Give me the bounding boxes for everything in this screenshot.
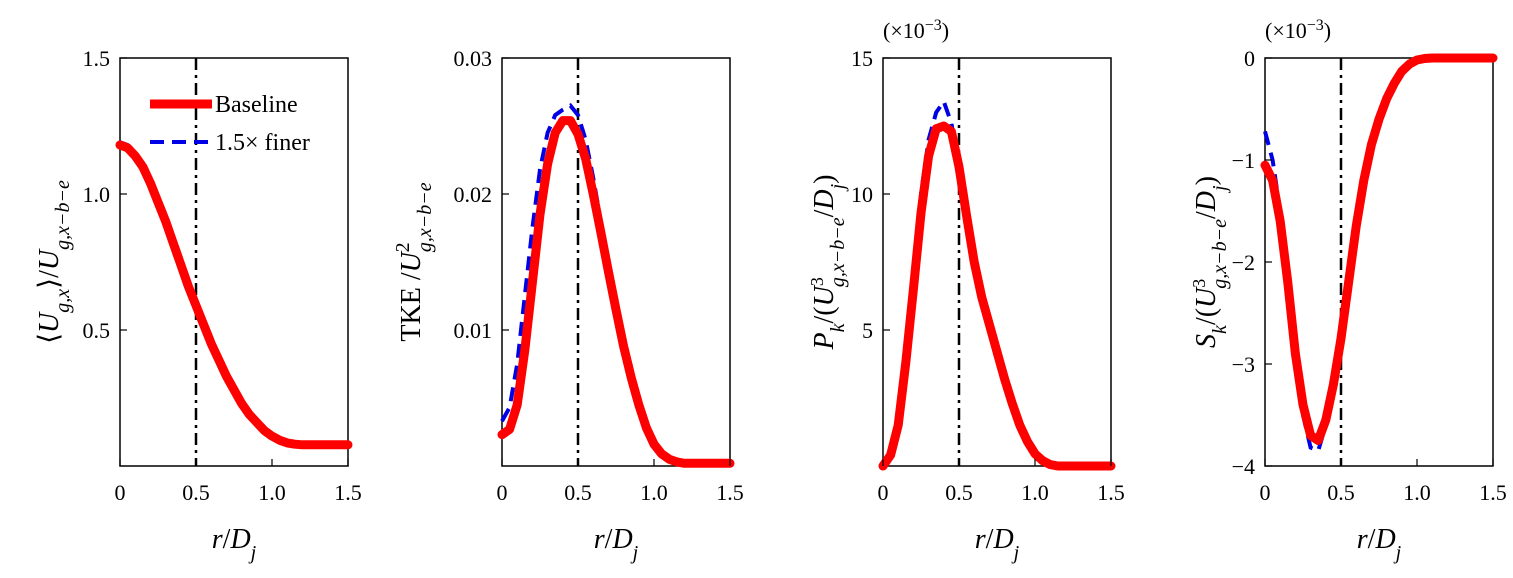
y-axis-label: TKE /Ug,x−b−e2 xyxy=(392,182,436,341)
plot-frame xyxy=(119,57,349,467)
panel-3: 0 0.5 1.0 1.5 5 10 15 (×10−3) r/Dj Pk/(U3g,x−… xyxy=(807,17,1125,565)
x-tick-label: 1.0 xyxy=(258,480,286,505)
y-tick-label: 5 xyxy=(862,318,873,343)
panel-4: 0 0.5 1.0 1.5 −4 −3 −2 −1 0 (×10−3) r/Dj Sk/(U3… xyxy=(1189,17,1507,565)
series-line-baseline xyxy=(497,116,735,468)
x-tick-label: 0 xyxy=(1260,480,1271,505)
y-ticks: −4 −3 −2 −1 0 xyxy=(1232,46,1272,479)
x-tick-label: 0.5 xyxy=(564,480,592,505)
x-axis-label: r/Dj xyxy=(1357,524,1402,564)
x-tick-label: 1.0 xyxy=(1403,480,1431,505)
x-tick-label: 0.5 xyxy=(1327,480,1355,505)
y-tick-label: −3 xyxy=(1232,352,1255,377)
legend: Baseline 1.5× finer xyxy=(150,92,310,156)
panel-2: 0 0.5 1.0 1.5 0.01 0.02 0.03 r/Dj TKE /Ug,x−b… xyxy=(392,46,744,564)
x-tick-label: 0 xyxy=(115,480,126,505)
x-tick-label: 0.5 xyxy=(945,480,973,505)
y-tick-label: −4 xyxy=(1232,454,1255,479)
x-ticks: 0 0.5 1.0 1.5 xyxy=(115,459,362,505)
y-tick-label: 0.03 xyxy=(454,46,493,71)
x-tick-label: 1.5 xyxy=(1479,480,1507,505)
series-line-baseline xyxy=(878,121,1116,471)
x-tick-label: 1.5 xyxy=(716,480,744,505)
legend-label-finer: 1.5× finer xyxy=(215,130,310,156)
scale-multiplier: (×10−3) xyxy=(883,17,949,44)
y-tick-label: 1.5 xyxy=(83,46,111,71)
series-line-baseline xyxy=(115,140,353,450)
x-tick-label: 1.0 xyxy=(1021,480,1049,505)
y-axis-label: Sk/(U3g,x−b−e/Dj) xyxy=(1189,176,1231,348)
x-tick-label: 0 xyxy=(878,480,889,505)
x-tick-label: 0 xyxy=(497,480,508,505)
x-axis-label: r/Dj xyxy=(212,524,257,564)
y-axis-label: Pk/(U3g,x−b−e/Dj) xyxy=(807,175,849,351)
y-tick-label: −2 xyxy=(1232,250,1255,275)
panel-1: 0 0.5 1.0 1.5 0.5 1.0 1.5 Baseline 1.5× finer… xyxy=(34,46,362,564)
x-axis-label: r/Dj xyxy=(594,524,639,564)
plot-frame xyxy=(882,57,1112,467)
y-tick-label: 0.5 xyxy=(83,318,111,343)
x-ticks: 0 0.5 1.0 1.5 xyxy=(497,459,744,505)
y-tick-label: 1.0 xyxy=(83,182,111,207)
x-axis-label: r/Dj xyxy=(975,524,1020,564)
legend-label-baseline: Baseline xyxy=(215,92,298,118)
x-ticks: 0 0.5 1.0 1.5 xyxy=(878,459,1125,505)
x-tick-label: 1.5 xyxy=(334,480,362,505)
x-tick-label: 0.5 xyxy=(182,480,210,505)
y-ticks: 0.01 0.02 0.03 xyxy=(454,46,509,343)
y-ticks: 0.5 1.0 1.5 xyxy=(83,46,127,343)
scale-multiplier: (×10−3) xyxy=(1265,17,1331,44)
x-tick-label: 1.5 xyxy=(1097,480,1125,505)
y-ticks: 5 10 15 xyxy=(851,46,890,343)
y-tick-label: 10 xyxy=(851,182,873,207)
y-tick-label: 0.01 xyxy=(454,318,493,343)
series-line-baseline xyxy=(1260,53,1498,445)
x-tick-label: 1.0 xyxy=(640,480,668,505)
y-tick-label: 0 xyxy=(1244,46,1255,71)
x-ticks: 0 0.5 1.0 1.5 xyxy=(1260,459,1507,505)
y-tick-label: −1 xyxy=(1232,148,1255,173)
y-tick-label: 15 xyxy=(851,46,873,71)
y-tick-label: 0.02 xyxy=(454,182,493,207)
plot-frame xyxy=(501,57,731,467)
y-axis-label: ⟨Ug,x⟩/Ug,x−b−e xyxy=(34,180,74,344)
